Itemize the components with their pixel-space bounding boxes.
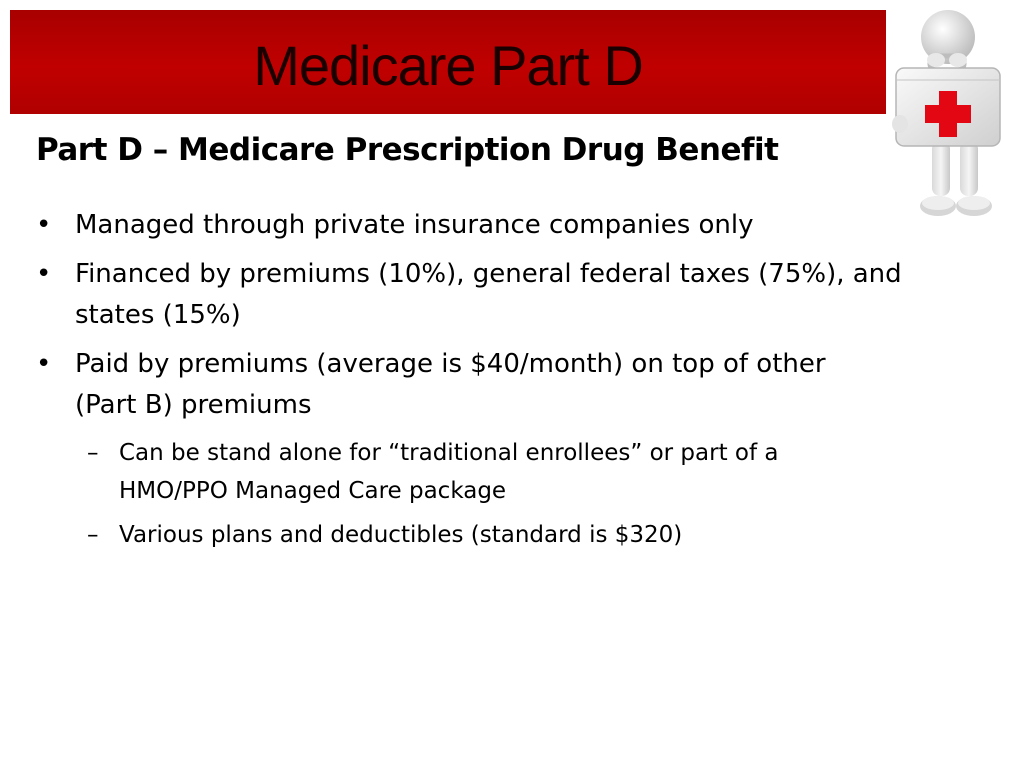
bullet-item: • Financed by premiums (10%), general fe… bbox=[36, 254, 956, 336]
title-bar: Medicare Part D bbox=[10, 10, 886, 114]
bullet-marker: • bbox=[36, 349, 52, 379]
sub-bullet-text: Various plans and deductibles (standard … bbox=[119, 522, 683, 548]
bullet-text: Paid by premiums (average is $40/month) … bbox=[75, 349, 826, 420]
sub-bullet-item: – Various plans and deductibles (standar… bbox=[36, 516, 956, 554]
bullet-item: • Paid by premiums (average is $40/month… bbox=[36, 344, 956, 426]
person-with-first-aid-kit-icon bbox=[892, 10, 1001, 216]
sub-bullet-text: Can be stand alone for “traditional enro… bbox=[119, 440, 779, 504]
sub-bullet-marker: – bbox=[87, 440, 99, 466]
bullet-item: • Managed through private insurance comp… bbox=[36, 205, 956, 246]
slide-subtitle: Part D – Medicare Prescription Drug Bene… bbox=[36, 132, 779, 168]
bullet-marker: • bbox=[36, 210, 52, 240]
bullet-marker: • bbox=[36, 259, 52, 289]
bullet-text: Managed through private insurance compan… bbox=[75, 210, 754, 240]
bullet-list: • Managed through private insurance comp… bbox=[36, 205, 956, 560]
slide-title: Medicare Part D bbox=[253, 34, 644, 97]
bullet-text: Financed by premiums (10%), general fede… bbox=[75, 259, 902, 330]
sub-bullet-item: – Can be stand alone for “traditional en… bbox=[36, 434, 956, 510]
sub-bullet-marker: – bbox=[87, 522, 99, 548]
